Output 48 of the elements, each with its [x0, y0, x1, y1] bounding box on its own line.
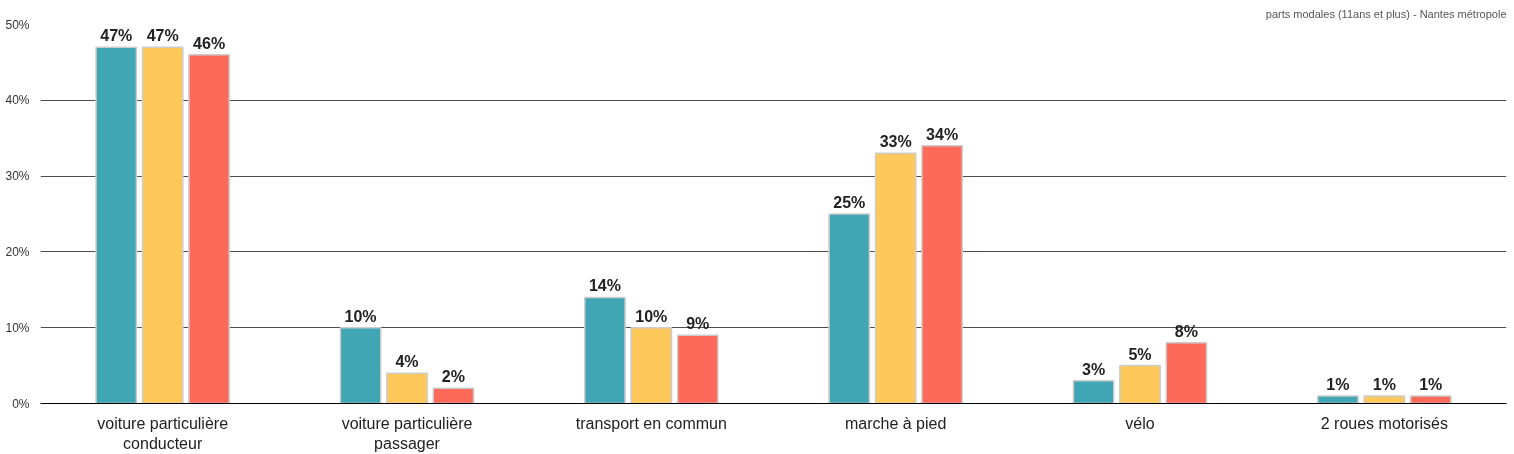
- data-label: 47%: [100, 27, 133, 45]
- data-label: 1%: [1419, 375, 1443, 393]
- x-tick-label: vélo: [1125, 414, 1155, 432]
- data-label: 8%: [1174, 322, 1198, 340]
- bar: [95, 46, 138, 404]
- data-label: 25%: [833, 194, 866, 211]
- x-tick-label: 2 roues motorisés: [1320, 414, 1448, 432]
- data-label: 14%: [588, 277, 621, 295]
- data-label: 2%: [441, 368, 465, 386]
- data-label: 4%: [395, 353, 419, 371]
- bar: [828, 213, 871, 404]
- bar: [1363, 395, 1406, 404]
- bar: [1119, 364, 1161, 404]
- text: parts modales (11ans et plus) - Nantes métropole: [1265, 7, 1507, 20]
- bar: [874, 152, 917, 404]
- y-tick-label: 10%: [5, 320, 30, 335]
- bar: [584, 296, 626, 404]
- bar: [1409, 395, 1452, 404]
- x-tick-label: transport en commun: [575, 414, 727, 432]
- bar: [188, 54, 230, 404]
- bar: [921, 145, 963, 404]
- y-tick-label: 0%: [12, 396, 30, 411]
- bar: [1072, 380, 1115, 404]
- data-label: 1%: [1326, 375, 1350, 393]
- bar: [630, 326, 673, 404]
- y-tick-label: 50%: [5, 17, 30, 32]
- data-label: 10%: [344, 307, 377, 325]
- bar: [676, 334, 719, 404]
- data-label: 10%: [635, 307, 668, 325]
- data-label: 47%: [146, 27, 179, 45]
- bar: [141, 46, 184, 404]
- data-label: 34%: [926, 125, 959, 143]
- data-label: 46%: [193, 34, 226, 52]
- y-tick-label: 40%: [5, 93, 30, 108]
- x-tick-label: voiture particulière passager: [341, 414, 473, 452]
- y-tick-label: 30%: [5, 169, 30, 184]
- bar: [1317, 395, 1359, 404]
- x-tick-label: voiture particulière conducteur: [97, 414, 229, 452]
- data-label: 3%: [1082, 360, 1106, 378]
- bar: [1165, 342, 1208, 404]
- data-label: 33%: [879, 133, 912, 151]
- x-tick-label: marche à pied: [844, 414, 947, 432]
- bar: [432, 387, 475, 404]
- bar: [386, 372, 428, 404]
- data-label: 1%: [1372, 375, 1396, 393]
- bar: [339, 326, 382, 404]
- data-label: 5%: [1128, 345, 1152, 363]
- y-tick-label: 20%: [5, 244, 30, 259]
